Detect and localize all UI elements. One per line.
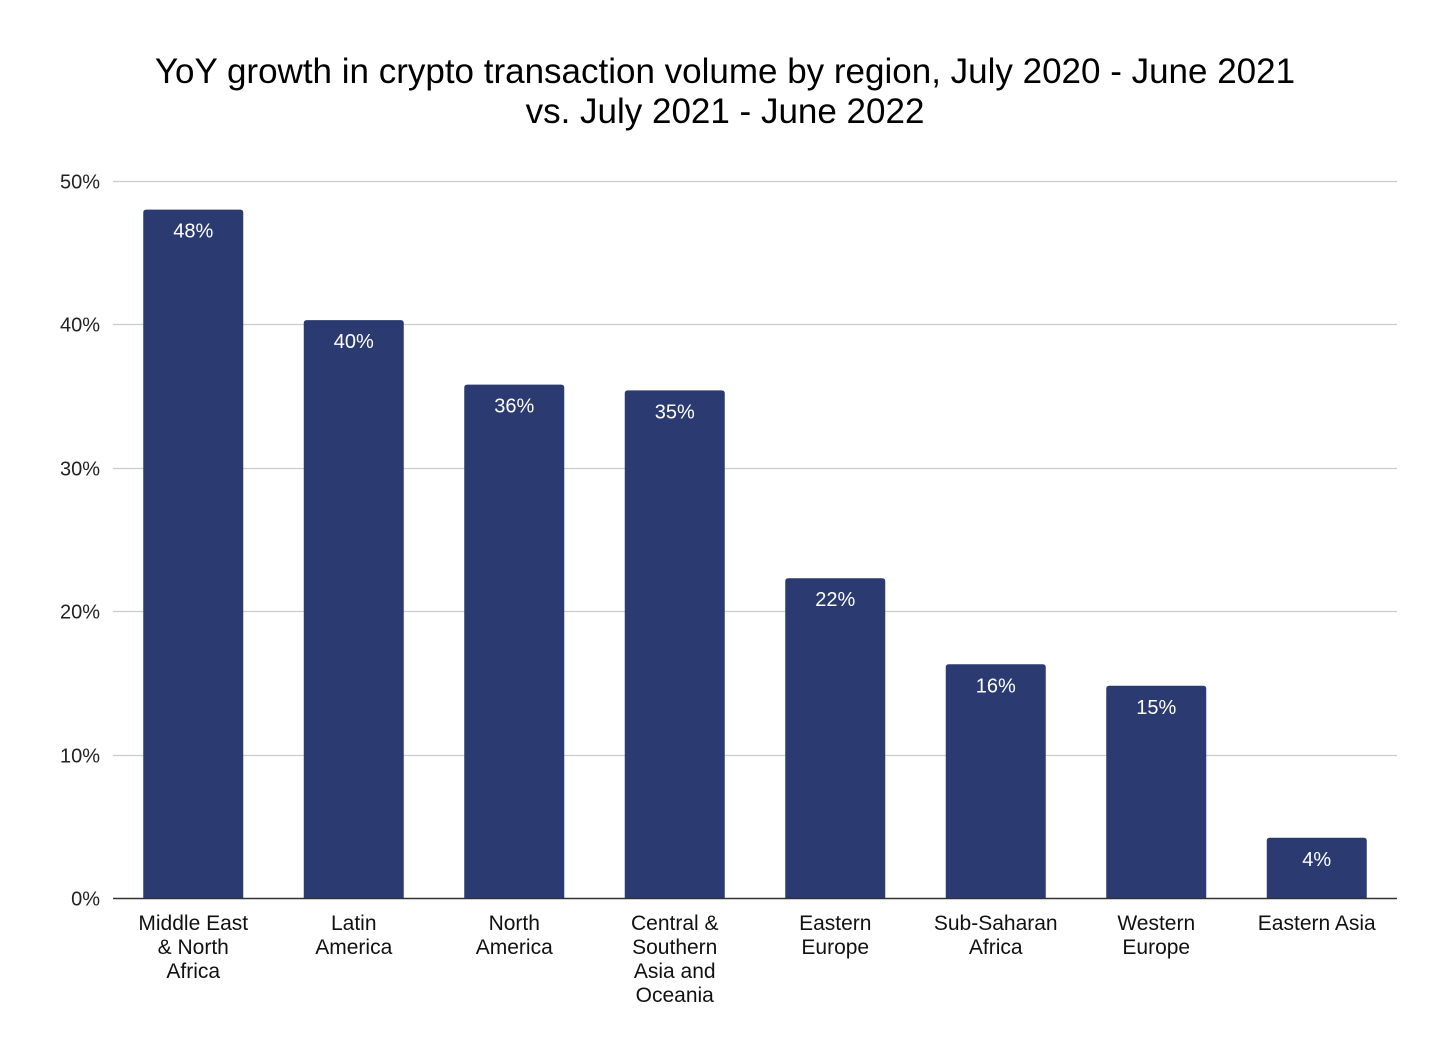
bar: [1106, 685, 1207, 898]
data-label: 16%: [976, 675, 1016, 697]
chart-title-line-1: YoY growth in crypto transaction volume …: [154, 52, 1296, 91]
data-label: 48%: [173, 221, 213, 243]
x-tick-label: Eastern Europe: [799, 912, 871, 959]
x-tick-label: North America: [476, 912, 553, 959]
bar: [143, 209, 244, 898]
x-axis-category-labels: Middle East & North Africa Latin America Nort…: [138, 912, 1376, 1007]
y-tick-label: 50%: [60, 172, 100, 194]
chart-title: YoY growth in crypto transaction volume …: [0, 52, 1450, 132]
y-tick-label: 0%: [71, 889, 100, 911]
bar: [624, 390, 725, 898]
data-label: 4%: [1302, 849, 1331, 871]
bar: [785, 578, 886, 898]
y-tick-label: 20%: [60, 602, 100, 624]
bar: [464, 384, 565, 898]
x-tick-label: Western Europe: [1117, 912, 1195, 959]
x-tick-label: Sub-Saharan Africa: [934, 912, 1058, 959]
x-tick-label: Eastern Asia: [1258, 912, 1376, 935]
x-tick-label: Central & Southern Asia and Oceania: [631, 912, 719, 1007]
y-tick-label: 30%: [60, 459, 100, 481]
bars: [143, 209, 1367, 898]
bar: [1266, 837, 1367, 898]
y-tick-label: 40%: [60, 315, 100, 337]
bar: [303, 320, 404, 898]
data-label: 35%: [655, 401, 695, 423]
data-label: 40%: [334, 331, 374, 353]
data-label: 36%: [494, 396, 534, 418]
data-label: 15%: [1136, 697, 1176, 719]
data-label: 22%: [815, 589, 855, 611]
x-tick-label: Middle East & North Africa: [138, 912, 248, 983]
y-tick-label: 10%: [60, 746, 100, 768]
y-axis-tick-labels: 0% 10% 20% 30% 40% 50%: [60, 172, 100, 911]
data-labels: 48% 40% 36% 35% 22% 16% 15% 4%: [173, 221, 1331, 871]
chart-title-line-2: vs. July 2021 - June 2022: [525, 92, 925, 131]
bar: [945, 664, 1046, 898]
x-tick-label: Latin America: [315, 912, 392, 959]
